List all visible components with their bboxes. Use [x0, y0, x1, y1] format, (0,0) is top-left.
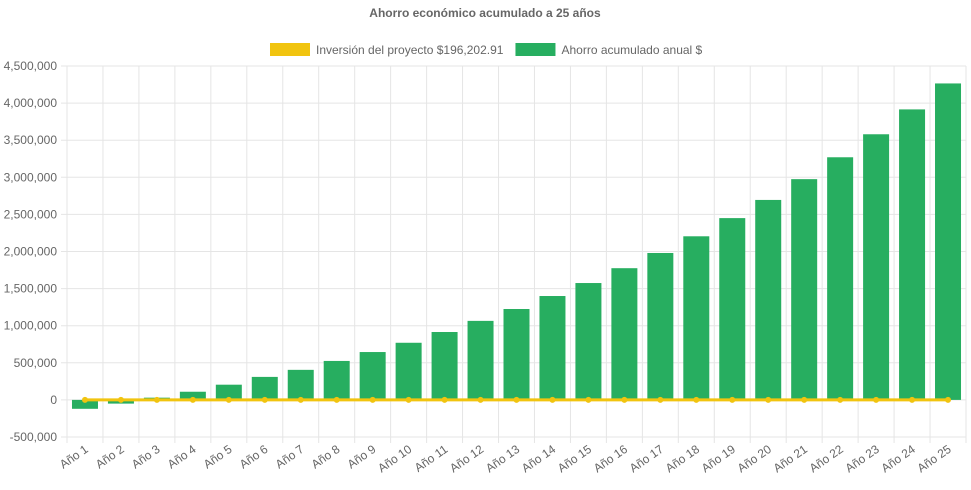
point [765, 396, 772, 403]
x-tick-label: Año 18 [663, 442, 702, 475]
bar [431, 332, 458, 400]
point [513, 396, 520, 403]
x-tick-label: Año 22 [807, 442, 846, 475]
x-tick-label: Año 20 [735, 442, 774, 475]
bar [647, 252, 674, 400]
point [549, 396, 556, 403]
bar [719, 218, 746, 400]
y-tick-label: 1,500,000 [4, 282, 58, 296]
x-tick-label: Año 25 [915, 442, 954, 475]
x-tick-label: Año 1 [57, 442, 91, 472]
bar [539, 296, 566, 400]
point [477, 396, 484, 403]
x-tick-label: Año 5 [201, 442, 235, 472]
bar [827, 157, 854, 400]
point [333, 396, 340, 403]
y-tick-label: 1,000,000 [4, 319, 58, 333]
bar [935, 83, 962, 400]
x-tick-label: Año 9 [345, 442, 379, 472]
x-tick-label: Año 21 [771, 442, 810, 475]
x-tick-label: Año 11 [412, 442, 451, 475]
x-tick-label: Año 19 [699, 442, 738, 475]
point [261, 396, 268, 403]
point [909, 396, 916, 403]
point [297, 396, 304, 403]
bar [71, 399, 98, 409]
point [189, 396, 196, 403]
y-tick-label: 2,500,000 [4, 207, 58, 221]
point [81, 396, 88, 403]
y-tick-label: -500,000 [10, 430, 58, 444]
bar [395, 342, 422, 400]
x-tick-label: Año 14 [519, 442, 558, 475]
bar [359, 352, 386, 400]
y-tick-label: 3,500,000 [4, 133, 58, 147]
x-tick-label: Año 10 [375, 442, 414, 475]
x-tick-label: Año 24 [879, 442, 918, 475]
legend-swatch [270, 43, 310, 56]
x-tick-label: Año 17 [627, 442, 666, 475]
chart-title: Ahorro económico acumulado a 25 años [369, 6, 601, 20]
legend-label: Inversión del proyecto $196,202.91 [316, 43, 504, 57]
point [405, 396, 412, 403]
point [225, 396, 232, 403]
point [945, 396, 952, 403]
y-tick-label: 3,000,000 [4, 170, 58, 184]
x-tick-label: Año 3 [129, 442, 163, 472]
bar [899, 109, 926, 400]
y-tick-label: 2,000,000 [4, 245, 58, 259]
legend-swatch [515, 43, 556, 56]
point [657, 396, 664, 403]
x-tick-label: Año 12 [447, 442, 486, 475]
legend-label: Ahorro acumulado anual $ [561, 43, 702, 57]
point [369, 396, 376, 403]
x-tick-label: Año 23 [843, 442, 882, 475]
point [585, 396, 592, 403]
bar [251, 376, 278, 400]
bar [215, 384, 242, 400]
bar [863, 134, 890, 400]
x-tick-label: Año 6 [237, 442, 271, 472]
point [621, 396, 628, 403]
point [153, 396, 160, 403]
bar [755, 199, 782, 400]
y-tick-label: 4,500,000 [4, 59, 58, 73]
bar [287, 369, 314, 400]
x-tick-label: Año 13 [483, 442, 522, 475]
point [693, 396, 700, 403]
bar [611, 268, 638, 400]
y-tick-label: 500,000 [14, 356, 58, 370]
bar [503, 309, 530, 400]
bar [791, 179, 818, 400]
x-tick-label: Año 2 [93, 442, 127, 472]
point [873, 396, 880, 403]
point [801, 396, 808, 403]
y-tick-label: 0 [50, 393, 57, 407]
y-tick-label: 4,000,000 [4, 96, 58, 110]
bar [323, 360, 350, 400]
bar [467, 320, 494, 400]
x-tick-label: Año 8 [309, 442, 343, 472]
bar [179, 391, 206, 400]
point [729, 396, 736, 403]
x-tick-label: Año 16 [591, 442, 630, 475]
bar [575, 283, 602, 400]
x-tick-label: Año 7 [273, 442, 307, 472]
point [441, 396, 448, 403]
point [837, 396, 844, 403]
x-tick-label: Año 4 [165, 442, 199, 472]
bar [683, 236, 710, 400]
x-tick-label: Año 15 [555, 442, 594, 475]
point [117, 396, 124, 403]
line-series [81, 396, 952, 403]
